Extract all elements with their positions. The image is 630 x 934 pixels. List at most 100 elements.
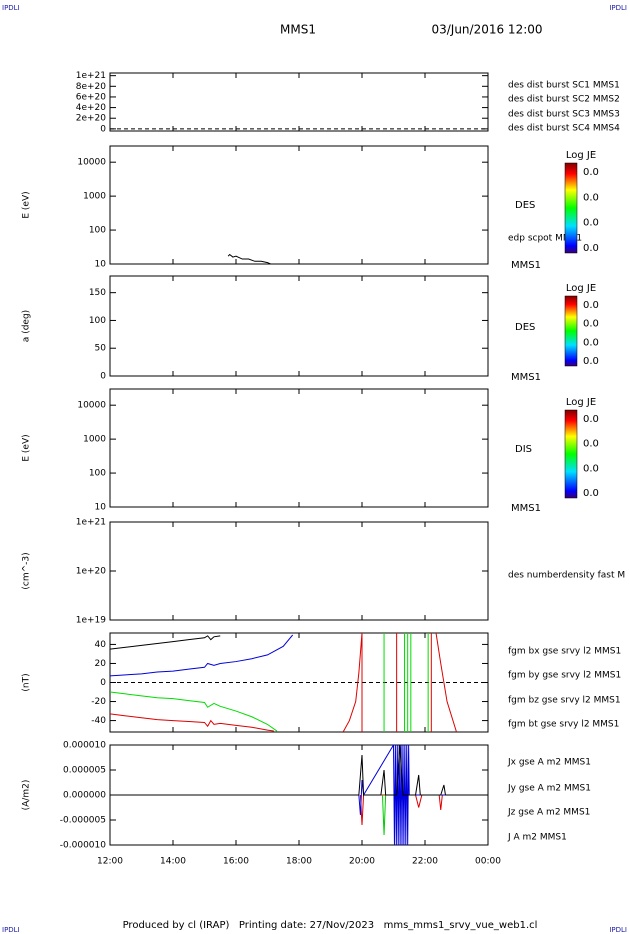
panel-frame <box>109 275 489 377</box>
y-tick-label: 10000 <box>77 401 106 411</box>
corner-mark: IPDLI <box>2 926 20 934</box>
y-tick-label: 50 <box>95 344 107 354</box>
y-tick-label: 2e+20 <box>76 114 107 124</box>
colorbar <box>564 295 578 367</box>
y-tick-label: 1000 <box>83 192 106 202</box>
panel: 1e+19 1e+20 1e+21 (cm^-3) des numberdensity … <box>22 518 626 626</box>
colorbar-tick-label: 0.0 <box>583 337 599 348</box>
colorbar-label: Log JE <box>566 397 596 408</box>
y-tick-label: 0.000005 <box>63 766 106 776</box>
y-tick-label: 1000 <box>83 435 106 445</box>
x-tick-label: 14:00 <box>160 857 186 867</box>
y-tick-label: 40 <box>95 640 107 650</box>
y-tick-label: -20 <box>91 697 106 707</box>
corner-mark: IPDLI <box>609 4 627 12</box>
colorbar-tick-label: 0.0 <box>583 167 599 178</box>
y-tick-label: 100 <box>89 316 106 326</box>
colorbar-label: Log JE <box>566 283 596 294</box>
colorbar <box>564 409 578 499</box>
x-tick-label: 16:00 <box>223 857 249 867</box>
legend-entry: fgm bt gse srvy l2 MMS1 <box>508 720 619 730</box>
legend-entry: des numberdensity fast M <box>508 571 625 581</box>
x-tick-label: 18:00 <box>286 857 312 867</box>
series-line <box>227 253 271 264</box>
colorbar-label: Log JE <box>566 150 596 161</box>
legend-entry: des dist burst SC2 MMS2 <box>508 95 620 105</box>
title: MMS1 <box>280 23 316 37</box>
colorbar-tick-label: 0.0 <box>583 192 599 203</box>
y-tick-label: 1e+20 <box>76 567 107 577</box>
legend-entry: des dist burst SC3 MMS3 <box>508 110 620 120</box>
colorbar-tick-label: 0.0 <box>583 488 599 499</box>
panel-frame <box>109 145 489 265</box>
y-tick-label: 4e+20 <box>76 103 107 113</box>
series-line <box>110 633 457 732</box>
panel-frame <box>109 388 489 508</box>
footer: Produced by cl (IRAP) Printing date: 27/… <box>123 920 538 931</box>
y-tick-label: 0 <box>100 372 106 382</box>
x-tick-label: 00:00 <box>475 857 501 867</box>
y-axis-label: (cm^-3) <box>22 552 32 589</box>
side-label: MMS1 <box>511 260 541 271</box>
legend-entry: Jy gse A m2 MMS1 <box>507 784 591 794</box>
y-tick-label: 1e+21 <box>76 518 106 528</box>
legend-entry: des dist burst SC1 MMS1 <box>508 81 620 91</box>
series-line <box>359 794 443 826</box>
panel: 10 100 1000 10000 E (eV) edp scpot MMS1 DES MMS… <box>22 145 599 271</box>
y-axis-label: a (deg) <box>22 310 32 342</box>
side-label: DES <box>515 322 535 333</box>
x-tick-label: 20:00 <box>349 857 375 867</box>
y-tick-label: -0.000010 <box>60 841 106 851</box>
colorbar <box>564 162 578 254</box>
side-label: DIS <box>515 444 532 455</box>
x-tick-label: 12:00 <box>97 857 123 867</box>
series-line <box>110 745 488 796</box>
y-axis-label: E (eV) <box>22 434 32 461</box>
y-tick-label: 100 <box>89 226 106 236</box>
y-tick-label: 1e+19 <box>76 616 107 626</box>
panel: -0.000010 -0.000005 0.000000 0.000005 0.0000… <box>22 741 591 867</box>
legend-entry: Jz gse A m2 MMS1 <box>507 808 590 818</box>
panel: -40 -20 0 20 40 (nT) fgm bx gse srvy l2 MMS1 fg… <box>22 632 621 733</box>
colorbar-tick-label: 0.0 <box>583 319 599 330</box>
y-tick-label: 10 <box>95 260 107 270</box>
panel: 10 100 1000 10000 E (eV) DIS MMS1 Log JE 0.0 0.0 0… <box>22 388 599 514</box>
series-line <box>110 633 429 732</box>
legend-entry: Jx gse A m2 MMS1 <box>507 758 591 768</box>
y-tick-label: 150 <box>89 288 106 298</box>
y-tick-label: 20 <box>95 659 107 669</box>
y-tick-label: 0 <box>100 124 106 134</box>
colorbar-tick-label: 0.0 <box>583 300 599 311</box>
y-tick-label: 10 <box>95 503 107 513</box>
series-line <box>381 794 387 836</box>
legend-entry: fgm bx gse srvy l2 MMS1 <box>508 647 621 657</box>
y-tick-label: 1e+21 <box>76 71 106 81</box>
colorbar-tick-label: 0.0 <box>583 243 599 254</box>
colorbar-tick-label: 0.0 <box>583 439 599 450</box>
y-axis-label: (A/m2) <box>22 780 32 811</box>
panel: 0 50 100 150 a (deg) DES MMS1 Log JE 0.0 0.0 0.0 0.… <box>22 275 599 383</box>
legend-entry: J A m2 MMS1 <box>507 833 567 843</box>
corner-mark: IPDLI <box>2 4 20 12</box>
y-tick-label: 0 <box>100 678 106 688</box>
x-tick-label: 22:00 <box>412 857 438 867</box>
legend-entry: fgm bz gse srvy l2 MMS1 <box>508 696 621 706</box>
y-tick-label: -0.000005 <box>60 816 106 826</box>
y-axis-label: (nT) <box>22 673 32 691</box>
series-line <box>110 634 294 677</box>
side-label: DES <box>515 200 535 211</box>
panel-frame <box>109 72 489 132</box>
colorbar-tick-label: 0.0 <box>583 356 599 367</box>
colorbar-tick-label: 0.0 <box>583 218 599 229</box>
legend-entry: des dist burst SC4 MMS4 <box>508 124 620 134</box>
side-label: MMS1 <box>511 372 541 383</box>
y-tick-label: 0.000000 <box>63 791 106 801</box>
y-tick-label: 10000 <box>77 158 106 168</box>
colorbar-tick-label: 0.0 <box>583 414 599 425</box>
panel-frame <box>109 521 489 621</box>
legend-entry: edp scpot MMS1 <box>508 234 582 244</box>
y-tick-label: 8e+20 <box>76 82 107 92</box>
corner-mark: IPDLI <box>609 926 627 934</box>
